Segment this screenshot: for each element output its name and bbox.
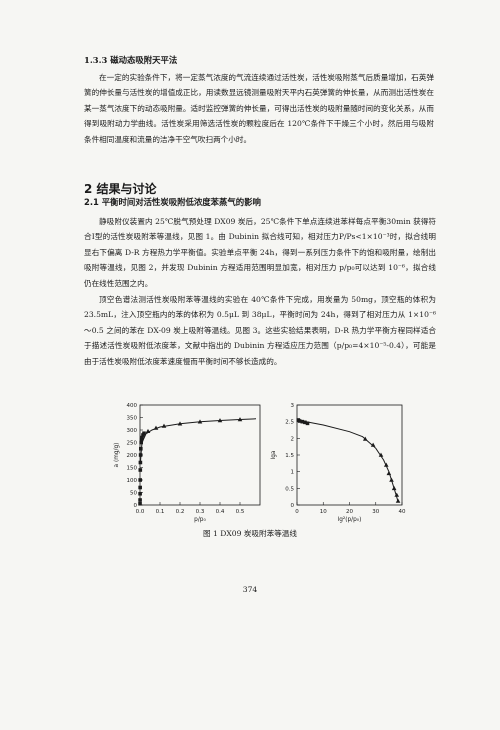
data-point-triangle [197,419,203,424]
fit-line [139,418,257,463]
x-axis-label: lg²(p/p₀) [338,516,362,523]
x-tick-label: 0 [295,509,299,515]
data-point-square [303,420,307,425]
section-heading-1-3-3: 1.3.3 磁动态吸附天平法 [84,55,178,65]
data-point-square [138,460,143,465]
y-tick-label: 400 [127,403,138,409]
paragraph-equilibrium: 静吸附仪装置内 25℃脱气预处理 DX09 炭后，25℃条件下单点连续进苯样每点… [84,217,436,288]
data-point-square [138,478,142,482]
data-point-triangle [394,492,400,497]
y-tick-label: 100 [127,478,138,484]
data-point-triangle [217,418,223,423]
data-point-triangle [145,428,151,434]
data-point-square [300,419,305,424]
figure-1: 0 50 100 150 200 250 300 350 400 0.0 0.1 0.2 0.3 0.4 0… [92,395,422,525]
data-point-square [297,419,302,423]
data-point-square [138,468,143,472]
y-tick-label: 0 [291,503,295,509]
data-point-triangle [177,421,183,426]
x-tick-label: 10 [320,509,327,515]
data-point-square [138,485,142,490]
data-point-triangle [395,498,401,503]
plot-frame [296,404,403,506]
x-axis-label: p/p₀ [194,517,206,523]
x-tick-label: 0.3 [196,509,205,515]
paragraph-method: 在一定的实验条件下，将一定蒸气浓度的气流连续通过活性炭，活性炭吸附蒸气后质量增加… [84,73,434,144]
y-tick-label: 3 [291,403,295,409]
data-point-square [140,435,144,440]
section-heading-2: 2 结果与讨论 [84,182,157,196]
y-tick-label: 300 [127,428,138,434]
x-tick-label: 20 [346,509,353,515]
data-point-triangle [386,470,392,476]
y-tick-label: 2.5 [285,420,294,426]
data-point-triangle [389,477,394,482]
y-tick-label: 200 [127,453,138,459]
x-tick-label: 30 [372,509,379,515]
data-point-square [305,421,310,426]
data-point-square [139,440,143,445]
y-tick-label: 0 [134,503,138,509]
figure-caption: 图 1 DX09 炭吸附苯等温线 [203,529,297,538]
fit-line [296,419,399,502]
x-tick-label: 0.0 [136,509,145,515]
y-axis-label: a (mg/g) [114,443,120,468]
y-axis-label: lga [271,450,277,459]
y-tick-label: 2 [291,436,295,442]
y-tick-label: 150 [127,466,138,472]
y-tick-label: 0.5 [285,486,294,492]
data-point-triangle [237,417,243,422]
data-point-triangle [362,436,368,441]
data-point-square [138,491,142,496]
y-tick-label: 1.5 [285,453,294,459]
data-point-triangle [391,485,397,491]
data-point-triangle [378,452,384,457]
data-point-triangle [383,462,389,467]
data-point-square [138,453,143,457]
data-point-triangle [153,425,159,430]
data-point-square [142,431,146,436]
y-tick-label: 50 [130,491,137,497]
x-tick-label: 0.5 [236,509,245,515]
data-point-triangle [161,423,167,428]
data-point-square [139,437,144,442]
page-number: 374 [242,585,258,594]
paragraph-headspace: 顶空色谱法测活性炭吸附苯等温线的实验在 40℃条件下完成，用炭量为 50mg，顶… [84,295,436,366]
y-tick-label: 350 [127,416,138,422]
chart-1: 0 50 100 150 200 250 300 350 400 0.0 0.1 0.2 0.3 0.4 0… [114,403,261,523]
data-point-square [139,446,143,451]
x-tick-label: 0.2 [176,509,185,515]
x-tick-label: 40 [399,509,406,515]
y-tick-label: 250 [127,441,138,447]
data-point-triangle [370,442,376,447]
y-tick-label: 1 [291,470,295,476]
x-tick-label: 0.4 [216,509,225,515]
data-point-square [138,498,142,502]
x-tick-label: 0.1 [156,509,165,515]
data-point-square [138,501,142,506]
section-heading-2-1: 2.1 平衡时间对活性炭吸附低浓度苯蒸气的影响 [84,197,261,207]
